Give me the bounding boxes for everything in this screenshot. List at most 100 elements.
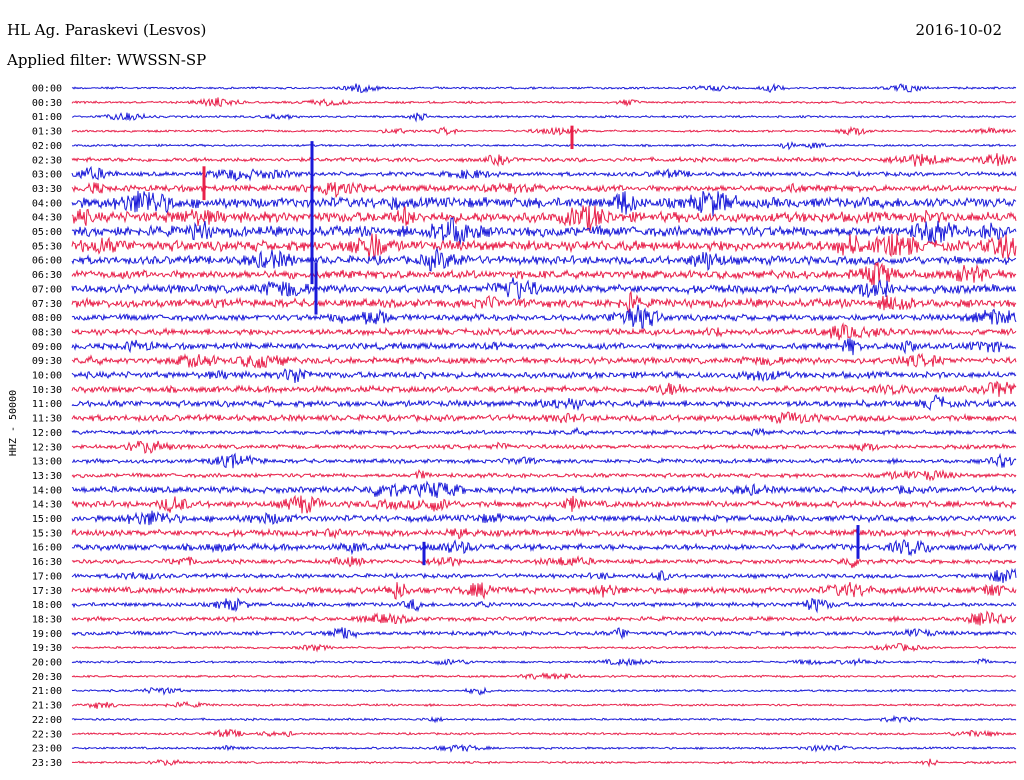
trace-line [71,510,1017,526]
time-label: 01:00 [32,112,62,123]
time-label: 09:30 [32,356,62,367]
seismic-traces [71,82,1017,768]
time-label: 03:30 [32,184,62,195]
trace-line [71,597,1017,614]
time-label: 14:00 [32,485,62,496]
trace-line [71,728,1017,738]
trace-line [71,125,1017,137]
time-label: 19:30 [32,643,62,654]
trace-line [71,494,1017,514]
time-label: 12:30 [32,442,62,453]
trace-line [71,112,1017,123]
time-label: 11:30 [32,414,62,425]
trace-line [71,610,1017,626]
station-title: HL Ag. Paraskevi (Lesvos) [7,21,207,39]
time-label: 16:00 [32,543,62,554]
trace-line [71,337,1017,356]
trace-line [71,686,1017,696]
trace-line [71,393,1017,412]
trace-line [71,758,1017,768]
time-label: 16:30 [32,557,62,568]
time-label: 07:30 [32,299,62,310]
trace-line [71,277,1017,301]
time-label: 11:00 [32,399,62,410]
trace-line [71,140,1017,151]
time-label: 18:30 [32,614,62,625]
trace-line [71,411,1017,425]
time-label: 10:00 [32,371,62,382]
time-label: 12:00 [32,428,62,439]
trace-line [71,627,1017,640]
time-label: 03:00 [32,170,62,181]
trace-line [71,527,1017,540]
time-label: 15:00 [32,514,62,525]
trace-line [71,480,1017,499]
time-label: 14:30 [32,500,62,511]
time-label: 15:30 [32,528,62,539]
trace-line [71,261,1017,288]
trace-line [71,657,1017,667]
time-label: 22:30 [32,729,62,740]
trace-line [71,216,1017,245]
time-label: 02:00 [32,141,62,152]
trace-line [71,672,1017,681]
trace-line [71,468,1017,482]
trace-line [71,181,1017,198]
trace-line [71,700,1017,709]
trace-line [71,165,1017,182]
trace-line [71,97,1017,108]
trace-line [71,714,1017,724]
trace-line [71,82,1017,94]
trace-line [71,380,1017,397]
time-label: 08:30 [32,327,62,338]
trace-line [71,539,1017,557]
time-label: 07:00 [32,284,62,295]
trace-line [71,440,1017,454]
time-label: 13:00 [32,457,62,468]
time-label: 17:30 [32,586,62,597]
time-label: 05:30 [32,241,62,252]
time-label: 22:00 [32,715,62,726]
trace-line [71,190,1017,217]
time-label: 06:00 [32,256,62,267]
time-label: 09:00 [32,342,62,353]
time-label: 00:00 [32,84,62,95]
time-label: 20:00 [32,658,62,669]
trace-line [71,555,1017,569]
time-label: 04:00 [32,198,62,209]
trace-line [71,246,1017,272]
time-label: 08:00 [32,313,62,324]
trace-line [71,153,1017,167]
time-label: 00:30 [32,98,62,109]
time-label: 04:30 [32,213,62,224]
y-axis-label: HHZ - 50000 [8,390,19,456]
trace-line [71,304,1017,329]
time-label: 10:30 [32,385,62,396]
trace-line [71,426,1017,437]
trace-line [71,290,1017,313]
time-label: 05:00 [32,227,62,238]
trace-line [71,567,1017,584]
time-label: 23:00 [32,744,62,755]
time-label: 23:30 [32,758,62,769]
time-label: 17:00 [32,571,62,582]
trace-line [71,233,1017,259]
trace-line [71,322,1017,341]
filter-label: Applied filter: WWSSN-SP [7,51,207,69]
trace-line [71,642,1017,653]
trace-line [71,743,1017,753]
time-label: 18:00 [32,600,62,611]
time-label: 19:00 [32,629,62,640]
date-label: 2016-10-02 [915,21,1002,39]
trace-line [71,352,1017,369]
time-label: 02:30 [32,155,62,166]
time-label: 21:30 [32,701,62,712]
time-label: 21:00 [32,686,62,697]
trace-line [71,581,1017,600]
trace-line [72,452,1017,469]
trace-line [71,205,1017,232]
time-label: 13:30 [32,471,62,482]
time-label: 06:30 [32,270,62,281]
time-labels: 00:00 00:30 01:00 01:30 02:00 02:30 03:00 03:30… [32,84,62,769]
